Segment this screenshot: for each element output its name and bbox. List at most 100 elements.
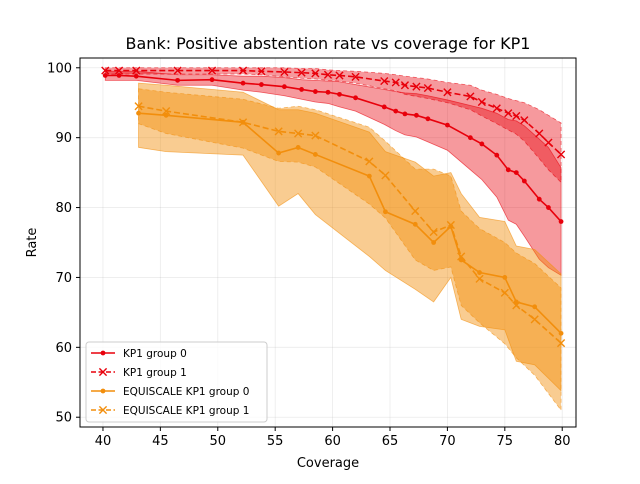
equiscale-kp1-group-0-point: [532, 304, 538, 310]
kp1-group-0-point: [133, 73, 139, 79]
kp1-group-1-point: [535, 129, 544, 138]
equiscale-kp1-group-1-point: [381, 171, 390, 180]
kp1-group-1-band: [104, 67, 562, 184]
equiscale-kp1-group-0-point: [558, 330, 564, 336]
kp1-group-1-point: [423, 83, 432, 93]
y-tick-label: 50: [55, 411, 72, 426]
kp1-group-0-point: [558, 219, 564, 224]
kp1-group-0-point: [259, 82, 264, 87]
equiscale-kp1-group-1-point: [457, 252, 466, 261]
kp1-group-1-point: [400, 81, 410, 90]
kp1-group-0-point: [240, 80, 246, 86]
kp1-group-0-point: [479, 141, 485, 147]
equiscale-kp1-group-1-point: [294, 129, 303, 138]
kp1-group-1-point: [443, 88, 452, 97]
kp1-group-0-point: [467, 135, 473, 141]
legend: KP1 group 0 KP1 group 1 EQUISCALE KP1 grou…: [85, 341, 268, 423]
chart-title: Bank: Positive abstention rate vs covera…: [126, 34, 531, 53]
kp1-group-0-point: [513, 170, 519, 176]
y-axis-label: Rate: [25, 228, 40, 258]
equiscale-kp1-group-1-point: [556, 339, 566, 348]
y-tick-label: 100: [47, 61, 72, 76]
equiscale-kp1-group-1-point: [429, 227, 438, 237]
kp1-group-1-point: [238, 66, 248, 75]
kp1-group-1-point: [412, 82, 421, 91]
equiscale-kp1-group-1-point: [411, 206, 420, 216]
kp1-group-1-point: [114, 66, 124, 75]
kp1-group-0-point: [209, 77, 215, 83]
equiscale-kp1-group-0-point: [458, 257, 464, 263]
x-tick-label: 45: [152, 434, 169, 449]
kp1-group-0-point: [546, 205, 551, 210]
x-tick-label: 80: [554, 434, 571, 449]
confidence-bands: [104, 67, 562, 412]
kp1-group-0-point: [521, 178, 527, 184]
equiscale-kp1-group-1-point: [446, 220, 455, 230]
kp1-group-1-point: [311, 69, 320, 78]
equiscale-kp1-group-0-point: [513, 299, 519, 305]
kp1-group-1-point: [323, 70, 333, 79]
kp1-group-1-point: [391, 78, 400, 87]
legend-marker-kp1-group-0: [100, 350, 106, 356]
kp1-group-1-line: [105, 69, 562, 156]
kp1-group-0-point: [393, 108, 399, 114]
kp1-group-1-point: [380, 76, 389, 86]
kp1-group-0-point: [175, 77, 180, 83]
equiscale-kp1-group-1-point: [134, 102, 143, 111]
kp1-group-0-point: [325, 89, 331, 95]
equiscale-kp1-group-0-point: [383, 209, 388, 215]
x-axis-label: Coverage: [297, 456, 359, 471]
equiscale-kp1-group-1-point: [500, 288, 509, 297]
equiscale-kp1-group-0-point: [136, 110, 141, 116]
legend-box: [85, 341, 268, 423]
kp1-group-1-point: [351, 72, 360, 81]
kp1-group-1-point: [173, 66, 182, 75]
equiscale-kp1-group-0-point: [412, 221, 418, 227]
equiscale-kp1-group-1-point: [530, 315, 539, 324]
kp1-group-1-point: [101, 66, 110, 75]
kp1-group-0-point: [414, 112, 419, 118]
kp1-group-0-point: [353, 95, 358, 101]
legend-label-kp1-group-1: KP1 group 1: [123, 367, 187, 379]
kp1-group-0-point: [402, 111, 408, 117]
equiscale-kp1-group-1-point: [274, 127, 283, 136]
legend-marker-kp1-group-1: [98, 367, 108, 377]
legend-marker-equiscale-kp1-group-0: [100, 388, 106, 394]
kp1-group-1-point: [520, 116, 529, 125]
y-tick-label: 70: [55, 271, 72, 286]
equiscale-kp1-group-1-point: [162, 107, 171, 116]
kp1-group-1-point: [504, 109, 513, 118]
y-tick-label: 90: [55, 131, 72, 146]
equiscale-kp1-group-0-point: [163, 112, 169, 118]
kp1-group-0-point: [381, 104, 387, 110]
equiscale-kp1-group-0-band: [138, 82, 562, 392]
kp1-group-0-line: [105, 74, 562, 223]
equiscale-kp1-group-0-point: [448, 224, 454, 229]
kp1-group-1-point: [297, 68, 306, 77]
axis-ticks: 40 45 50 55 60 65 70 75 80 50 60 70 80 90 100: [47, 61, 570, 449]
kp1-group-0-point: [102, 73, 108, 78]
series-markers: [101, 66, 566, 348]
x-tick-label: 75: [497, 434, 514, 449]
equiscale-kp1-group-1-point: [311, 131, 320, 140]
kp1-group-0-point: [536, 196, 542, 202]
x-tick-label: 40: [95, 434, 112, 449]
kp1-group-0-point: [337, 91, 342, 97]
kp1-group-1-point: [280, 67, 289, 77]
x-tick-label: 70: [439, 434, 456, 449]
kp1-group-0-point: [445, 122, 450, 128]
kp1-group-1-point: [207, 66, 217, 75]
kp1-group-0-point: [494, 152, 500, 158]
kp1-group-1-point: [556, 150, 566, 159]
kp1-group-0-point: [281, 84, 287, 90]
legend-marker-equiscale-kp1-group-1: [98, 405, 108, 415]
equiscale-kp1-group-0-point: [477, 270, 482, 275]
x-tick-label: 50: [210, 434, 227, 449]
kp1-group-1-point: [466, 92, 475, 101]
y-tick-label: 60: [55, 341, 72, 356]
kp1-group-1-point: [257, 67, 266, 76]
equiscale-kp1-group-0-point: [276, 150, 282, 156]
equiscale-kp1-group-0-point: [431, 240, 437, 245]
